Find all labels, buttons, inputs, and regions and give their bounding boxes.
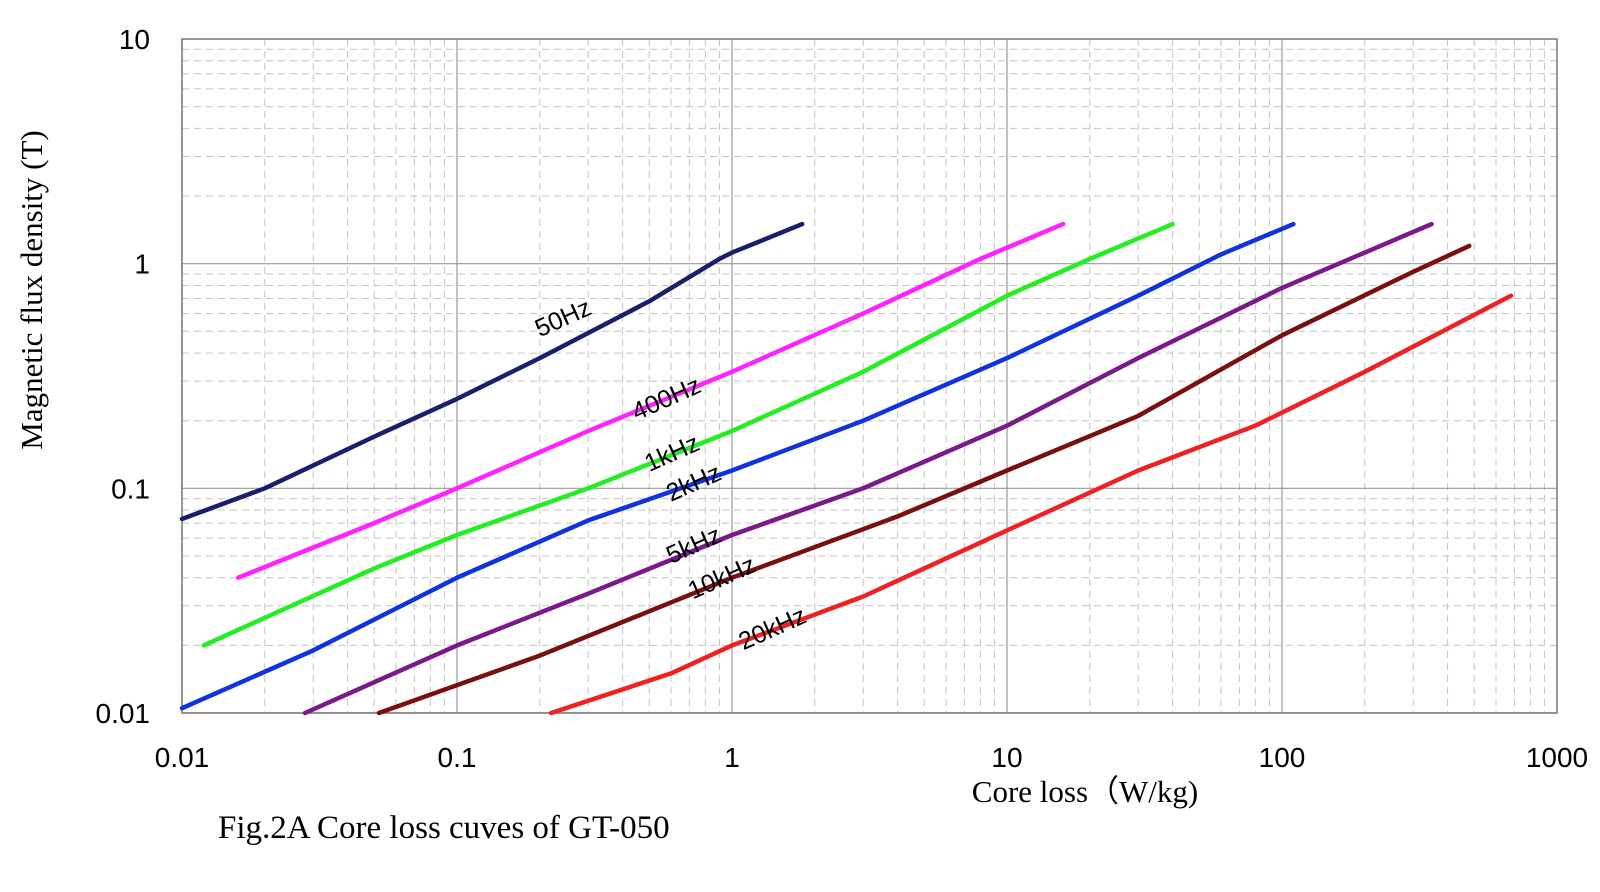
- x-tick-label: 100: [1259, 742, 1306, 773]
- plot-area: [181, 38, 1558, 714]
- series-2khz-line: [179, 221, 1296, 711]
- series-10khz-line: [376, 243, 1472, 716]
- series-group: [179, 221, 1514, 716]
- curve-label-5khz: 5kHz: [662, 521, 725, 570]
- x-tick-label: 1000: [1526, 742, 1588, 773]
- y-axis-title: Magnetic flux density (T): [14, 130, 49, 449]
- series-400hz-line: [235, 221, 1066, 580]
- x-tick-label: 0.1: [438, 742, 477, 773]
- x-axis-title: Core loss（W/kg): [972, 774, 1198, 809]
- series-50hz-line: [179, 221, 805, 522]
- curve-label-20khz: 20kHz: [734, 601, 810, 655]
- x-tick-label: 10: [991, 742, 1022, 773]
- x-tick-label: 0.01: [155, 742, 210, 773]
- series-20khz-line: [548, 293, 1514, 716]
- y-tick-label: 1: [134, 249, 150, 280]
- x-tick-labels: 0.01 0.1 1 10 100 1000: [155, 742, 1588, 773]
- y-tick-label: 10: [119, 24, 150, 55]
- y-tick-labels: 0.01 0.1 1 10: [96, 24, 151, 729]
- curve-label-400hz: 400Hz: [628, 371, 705, 426]
- series-5khz-line: [302, 221, 1434, 716]
- x-tick-label: 1: [724, 742, 740, 773]
- y-tick-label: 0.01: [96, 698, 151, 729]
- figure-caption: Fig.2A Core loss cuves of GT-050: [218, 810, 670, 846]
- y-tick-label: 0.1: [111, 473, 150, 504]
- series-1khz-line: [201, 221, 1175, 648]
